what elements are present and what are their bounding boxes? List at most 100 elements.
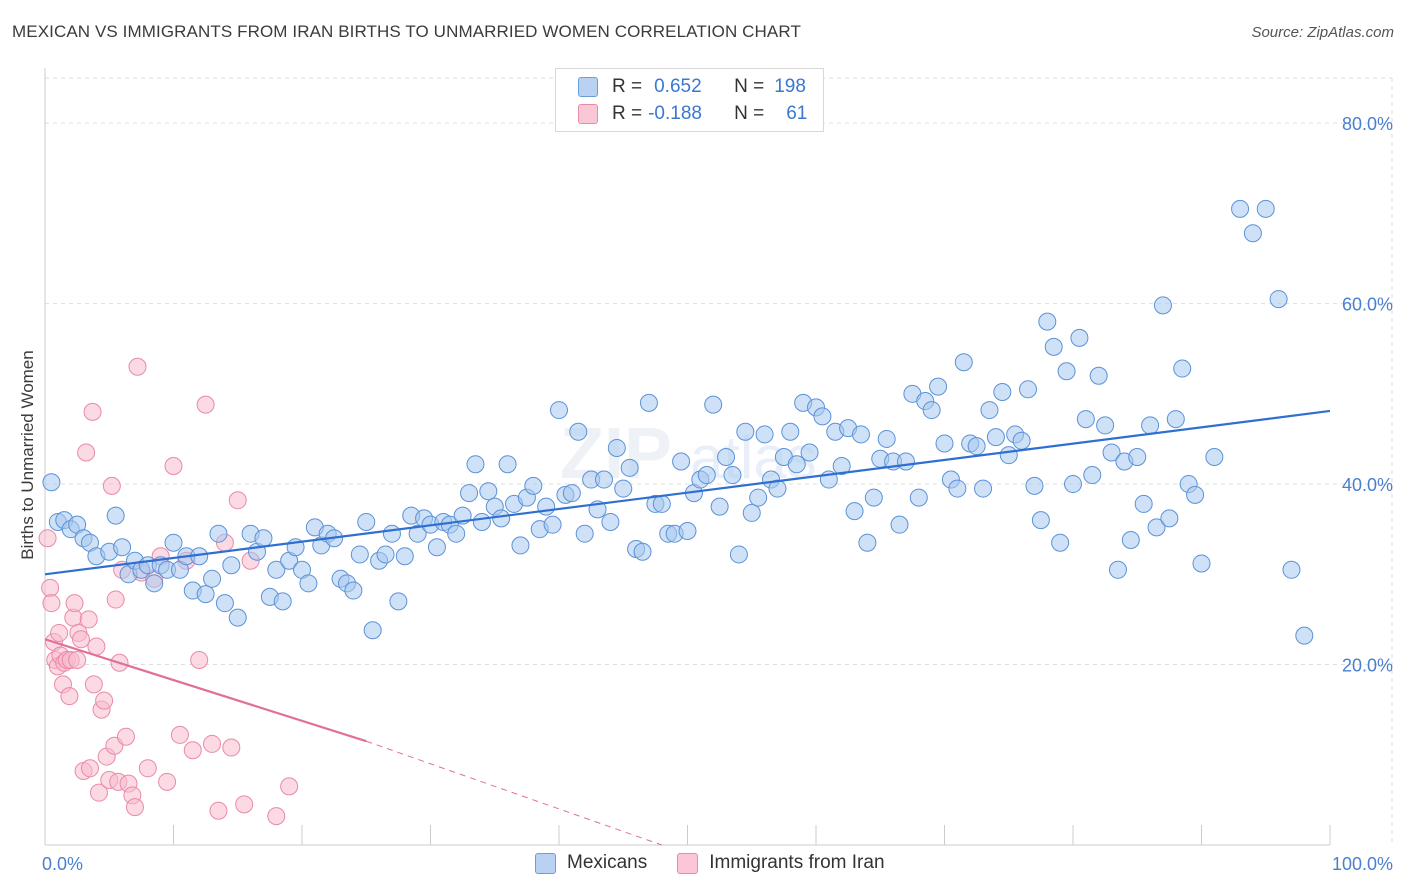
data-point-mexicans	[1295, 626, 1314, 645]
data-point-mexicans	[472, 512, 491, 531]
data-point-mexicans	[209, 524, 228, 543]
data-point-mexicans	[376, 545, 395, 564]
data-point-mexicans	[1025, 476, 1044, 495]
x-tick-label: 100.0%	[1332, 854, 1393, 874]
data-point-mexicans	[389, 592, 408, 611]
data-point-mexicans	[781, 422, 800, 441]
data-point-mexicans	[832, 457, 851, 476]
legend-n-value: 198	[774, 76, 806, 97]
data-point-mexicans	[1192, 554, 1211, 573]
data-point-mexicans	[967, 437, 986, 456]
data-point-mexicans	[633, 542, 652, 561]
data-point-iran	[60, 687, 79, 706]
data-point-iran	[170, 725, 189, 744]
data-point-iran	[128, 357, 147, 376]
y-tick-label: 20.0%	[1342, 656, 1393, 676]
data-point-mexicans	[267, 560, 286, 579]
data-point-mexicans	[1012, 431, 1031, 450]
data-point-iran	[235, 795, 254, 814]
data-point-mexicans	[755, 425, 774, 444]
data-point-iran	[267, 807, 286, 826]
data-point-mexicans	[569, 422, 588, 441]
data-point-mexicans	[813, 407, 832, 426]
data-point-mexicans	[1038, 312, 1057, 331]
data-point-mexicans	[723, 466, 742, 485]
data-point-mexicans	[986, 428, 1005, 447]
data-point-iran	[68, 651, 87, 670]
data-point-mexicans	[909, 488, 928, 507]
data-point-iran	[116, 727, 135, 746]
data-point-iran	[38, 529, 57, 548]
legend-item-mexicans: Mexicans	[535, 852, 647, 874]
data-point-mexicans	[382, 524, 401, 543]
data-point-mexicans	[639, 393, 658, 412]
series-legend: Mexicans Immigrants from Iran	[535, 852, 915, 874]
data-point-mexicans	[890, 515, 909, 534]
chart-title: MEXICAN VS IMMIGRANTS FROM IRAN BIRTHS T…	[12, 22, 801, 41]
data-point-mexicans	[196, 585, 215, 604]
data-point-mexicans	[1089, 366, 1108, 385]
data-point-iran	[125, 798, 144, 817]
data-point-mexicans	[614, 479, 633, 498]
legend-swatch-blue	[578, 77, 598, 97]
data-point-mexicans	[851, 425, 870, 444]
data-point-iran	[77, 443, 96, 462]
data-point-mexicans	[537, 497, 556, 516]
data-point-mexicans	[1102, 443, 1121, 462]
data-point-iran	[42, 594, 61, 613]
data-point-iran	[280, 777, 299, 796]
data-point-mexicans	[620, 458, 639, 477]
legend-item-iran: Immigrants from Iran	[677, 852, 885, 874]
legend-n-label: N =	[734, 76, 765, 97]
data-point-mexicans	[1051, 533, 1070, 552]
data-point-mexicans	[273, 592, 292, 611]
data-point-mexicans	[1057, 362, 1076, 381]
data-point-iran	[209, 801, 228, 820]
data-point-iran	[222, 738, 241, 757]
y-tick-labels: 20.0% 40.0% 60.0% 80.0%	[1342, 114, 1393, 675]
data-point-mexicans	[575, 524, 594, 543]
data-point-iran	[79, 610, 98, 629]
data-point-mexicans	[1256, 199, 1275, 218]
data-point-mexicans	[935, 434, 954, 453]
data-point-mexicans	[742, 503, 761, 522]
data-point-mexicans	[954, 353, 973, 372]
data-point-mexicans	[1108, 560, 1127, 579]
data-point-mexicans	[1153, 296, 1172, 315]
data-point-iran	[41, 578, 60, 597]
data-point-mexicans	[1147, 518, 1166, 537]
data-point-iran	[71, 630, 90, 649]
data-point-mexicans	[254, 529, 273, 548]
y-tick-label: 40.0%	[1342, 475, 1393, 495]
data-point-mexicans	[498, 455, 517, 474]
data-point-mexicans	[164, 533, 183, 552]
legend-label-mexicans: Mexicans	[567, 852, 648, 873]
data-point-mexicans	[787, 455, 806, 474]
mexicans-points	[42, 199, 1314, 645]
data-point-mexicans	[607, 438, 626, 457]
data-point-mexicans	[427, 538, 446, 557]
legend-swatch-pink	[677, 852, 699, 874]
data-point-mexicans	[479, 482, 498, 501]
x-tick-labels: 0.0% 100.0%	[42, 854, 1393, 874]
data-point-mexicans	[697, 466, 716, 485]
data-point-mexicans	[993, 383, 1012, 402]
data-point-mexicans	[601, 512, 620, 531]
data-point-mexicans	[896, 452, 915, 471]
data-point-mexicans	[222, 556, 241, 575]
data-point-mexicans	[864, 488, 883, 507]
data-point-mexicans	[1269, 290, 1288, 309]
data-point-mexicans	[980, 401, 999, 420]
data-point-mexicans	[1134, 494, 1153, 513]
legend-label-iran: Immigrants from Iran	[709, 852, 885, 873]
y-tick-label: 80.0%	[1342, 114, 1393, 134]
data-point-mexicans	[858, 533, 877, 552]
data-point-mexicans	[395, 547, 414, 566]
data-point-iran	[95, 691, 114, 710]
data-point-mexicans	[106, 506, 125, 525]
data-point-iran	[89, 783, 108, 802]
data-point-mexicans	[717, 447, 736, 466]
stats-legend: R = 0.652 N = 198 R = -0.188 N = 61	[555, 68, 824, 132]
trend-line-mexicans	[44, 409, 1331, 576]
data-point-mexicans	[1282, 560, 1301, 579]
